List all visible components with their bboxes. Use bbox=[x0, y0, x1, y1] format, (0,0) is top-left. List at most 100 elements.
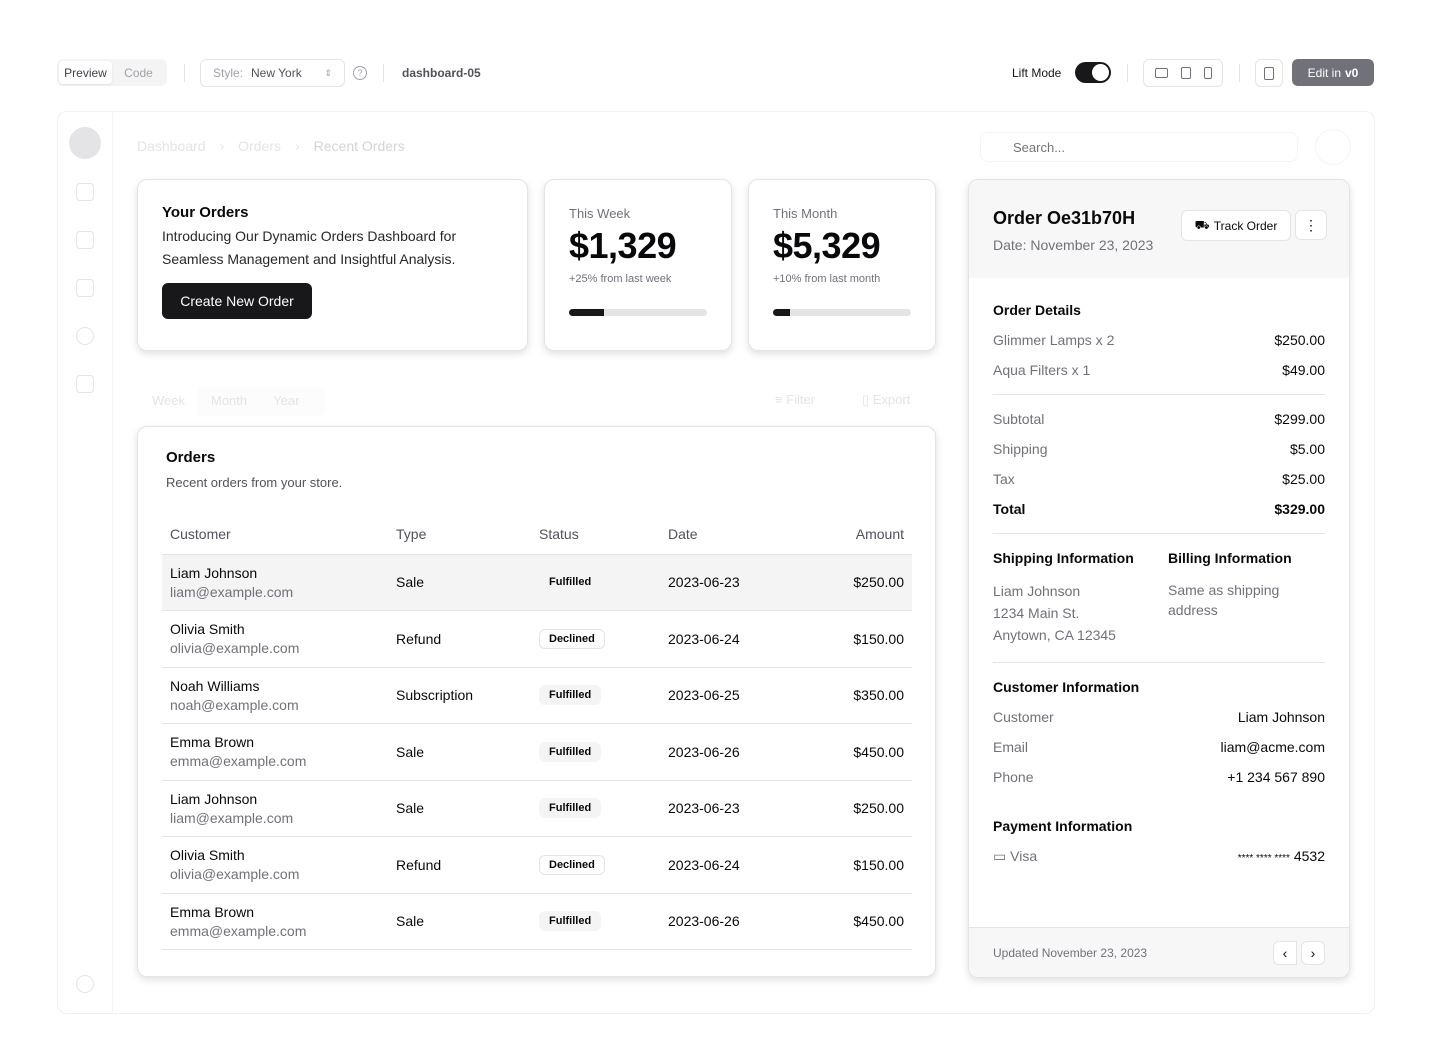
order-detail-card: Order Oe31b70H Date: November 23, 2023 ⛟… bbox=[968, 179, 1350, 978]
order-date: 2023-06-26 bbox=[660, 893, 804, 950]
stat-label: This Month bbox=[773, 206, 838, 221]
logo-icon[interactable] bbox=[69, 127, 101, 159]
shipping-address: Liam Johnson 1234 Main St. Anytown, CA 123… bbox=[993, 583, 1116, 643]
order-date: 2023-06-23 bbox=[660, 780, 804, 837]
table-row[interactable]: Noah Williams noah@example.com Subscripti… bbox=[162, 667, 912, 724]
device-switcher bbox=[1143, 59, 1223, 87]
lift-mode-toggle[interactable] bbox=[1075, 62, 1111, 83]
divider bbox=[383, 64, 384, 82]
table-row[interactable]: Emma Brown emma@example.com Sale Fulfille… bbox=[162, 723, 912, 781]
order-amount: $350.00 bbox=[803, 667, 912, 724]
customer-email: liam@example.com bbox=[170, 583, 294, 600]
customer-title: Customer Information bbox=[993, 679, 1140, 695]
home-icon[interactable] bbox=[76, 183, 94, 201]
customer-row: Phone +1 234 567 890 bbox=[993, 769, 1325, 785]
lift-mode-label: Lift Mode bbox=[1012, 66, 1062, 80]
order-type: Refund bbox=[388, 610, 531, 668]
payment-row: ▭ Visa **** **** **** 4532 bbox=[993, 848, 1325, 864]
column-header: Status bbox=[531, 514, 660, 555]
customer-name: Emma Brown bbox=[170, 903, 255, 920]
style-select[interactable]: Style: New York ⇕ bbox=[200, 59, 345, 87]
customer-name: Olivia Smith bbox=[170, 621, 245, 638]
column-header: Customer bbox=[162, 514, 388, 555]
package-icon[interactable] bbox=[76, 279, 94, 297]
order-type: Sale bbox=[388, 723, 531, 781]
order-details-title: Order Details bbox=[993, 302, 1081, 318]
your-orders-card: Your Orders Introducing Our Dynamic Orde… bbox=[137, 179, 528, 351]
customer-row: Customer Liam Johnson bbox=[993, 709, 1325, 725]
column-header: Type bbox=[388, 514, 531, 555]
status-badge: Declined bbox=[539, 854, 605, 875]
previous-order-button[interactable]: ‹ bbox=[1273, 940, 1297, 965]
track-order-button[interactable]: ⛟ Track Order bbox=[1181, 210, 1291, 241]
tablet-icon[interactable] bbox=[1180, 67, 1191, 79]
tab-code[interactable]: Code bbox=[124, 65, 153, 80]
customer-email: noah@example.com bbox=[170, 696, 299, 713]
order-id: Order Oe31b70H bbox=[993, 208, 1136, 228]
progress-bar bbox=[773, 309, 911, 316]
order-body: Order Details Glimmer Lamps x 2 $250.00 Aq… bbox=[969, 278, 1349, 903]
customer-name: Emma Brown bbox=[170, 734, 255, 751]
crumb-orders[interactable]: Orders bbox=[238, 138, 281, 154]
filter-button[interactable]: ≡ Filter bbox=[775, 392, 816, 407]
table-row[interactable]: Olivia Smith olivia@example.com Refund De… bbox=[162, 610, 912, 668]
customer-name: Liam Johnson bbox=[170, 790, 258, 807]
next-order-button[interactable]: › bbox=[1301, 940, 1325, 965]
orders-title: Orders bbox=[166, 449, 216, 466]
create-new-order-button[interactable]: Create New Order bbox=[162, 283, 312, 319]
tab-year[interactable]: Year bbox=[273, 393, 300, 408]
cart-icon[interactable] bbox=[76, 231, 94, 249]
desktop-icon[interactable] bbox=[1154, 68, 1168, 78]
column-header: Amount bbox=[803, 514, 912, 555]
mobile-icon[interactable] bbox=[1203, 67, 1212, 79]
order-type: Sale bbox=[388, 893, 531, 950]
status-badge: Fulfilled bbox=[539, 911, 602, 932]
users-icon[interactable] bbox=[76, 327, 94, 345]
breadcrumb: Dashboard › Orders › Recent Orders bbox=[137, 138, 405, 154]
status-badge: Declined bbox=[539, 628, 605, 649]
card-description: Introducing Our Dynamic Orders Dashboard… bbox=[162, 228, 457, 267]
order-amount: $150.00 bbox=[803, 836, 912, 894]
shipping-billing: Shipping Information Liam Johnson 1234 Ma… bbox=[993, 550, 1325, 646]
settings-icon[interactable] bbox=[76, 975, 94, 993]
table-row[interactable]: Emma Brown emma@example.com Sale Fulfille… bbox=[162, 893, 912, 950]
status-badge: Fulfilled bbox=[539, 685, 602, 706]
help-icon[interactable]: ? bbox=[353, 66, 367, 80]
order-amount: $450.00 bbox=[803, 893, 912, 950]
table-row[interactable]: Liam Johnson liam@example.com Sale Fulfil… bbox=[162, 554, 912, 611]
order-amount: $150.00 bbox=[803, 610, 912, 668]
order-date: Date: November 23, 2023 bbox=[993, 237, 1154, 253]
more-options-button[interactable]: ⋮ bbox=[1295, 210, 1327, 240]
status-badge: Fulfilled bbox=[539, 798, 602, 819]
orders-card: Orders Recent orders from your store. Cu… bbox=[137, 426, 936, 977]
v0-logo: v0 bbox=[1345, 65, 1359, 80]
customer-email: olivia@example.com bbox=[170, 866, 300, 883]
customer-email: emma@example.com bbox=[170, 753, 307, 770]
tab-week[interactable]: Week bbox=[139, 386, 198, 416]
tab-month[interactable]: Month bbox=[211, 393, 248, 408]
status-badge: Fulfilled bbox=[539, 572, 602, 593]
chevron-up-down-icon: ⇕ bbox=[324, 67, 332, 78]
edit-in-v0-button[interactable]: Edit in v0 bbox=[1292, 59, 1374, 86]
order-amount: $450.00 bbox=[803, 723, 912, 781]
divider bbox=[184, 64, 185, 82]
customer-row: Email liam@acme.com bbox=[993, 739, 1325, 755]
stat-value: $5,329 bbox=[773, 225, 881, 266]
crumb-dashboard[interactable]: Dashboard bbox=[137, 138, 206, 154]
search-input[interactable] bbox=[980, 132, 1298, 162]
items-row: Glimmer Lamps x 2 $250.00 bbox=[993, 332, 1325, 348]
copy-button[interactable] bbox=[1255, 59, 1283, 87]
style-label: Style: bbox=[213, 66, 244, 80]
billing-title: Billing Information bbox=[1168, 550, 1292, 566]
order-type: Sale bbox=[388, 554, 531, 611]
order-amount: $250.00 bbox=[803, 780, 912, 837]
user-avatar-button[interactable] bbox=[1315, 129, 1351, 165]
table-row[interactable]: Liam Johnson liam@example.com Sale Fulfil… bbox=[162, 780, 912, 837]
preview-code-toggle: Preview Code bbox=[57, 59, 167, 86]
chart-icon[interactable] bbox=[76, 375, 94, 393]
order-date: 2023-06-24 bbox=[660, 836, 804, 894]
tab-preview[interactable]: Preview bbox=[59, 61, 112, 84]
table-row[interactable]: Olivia Smith olivia@example.com Refund De… bbox=[162, 836, 912, 894]
export-button[interactable]: ▯ Export bbox=[862, 392, 911, 407]
stat-card-month: This Month $5,329 +10% from last month bbox=[748, 179, 936, 351]
